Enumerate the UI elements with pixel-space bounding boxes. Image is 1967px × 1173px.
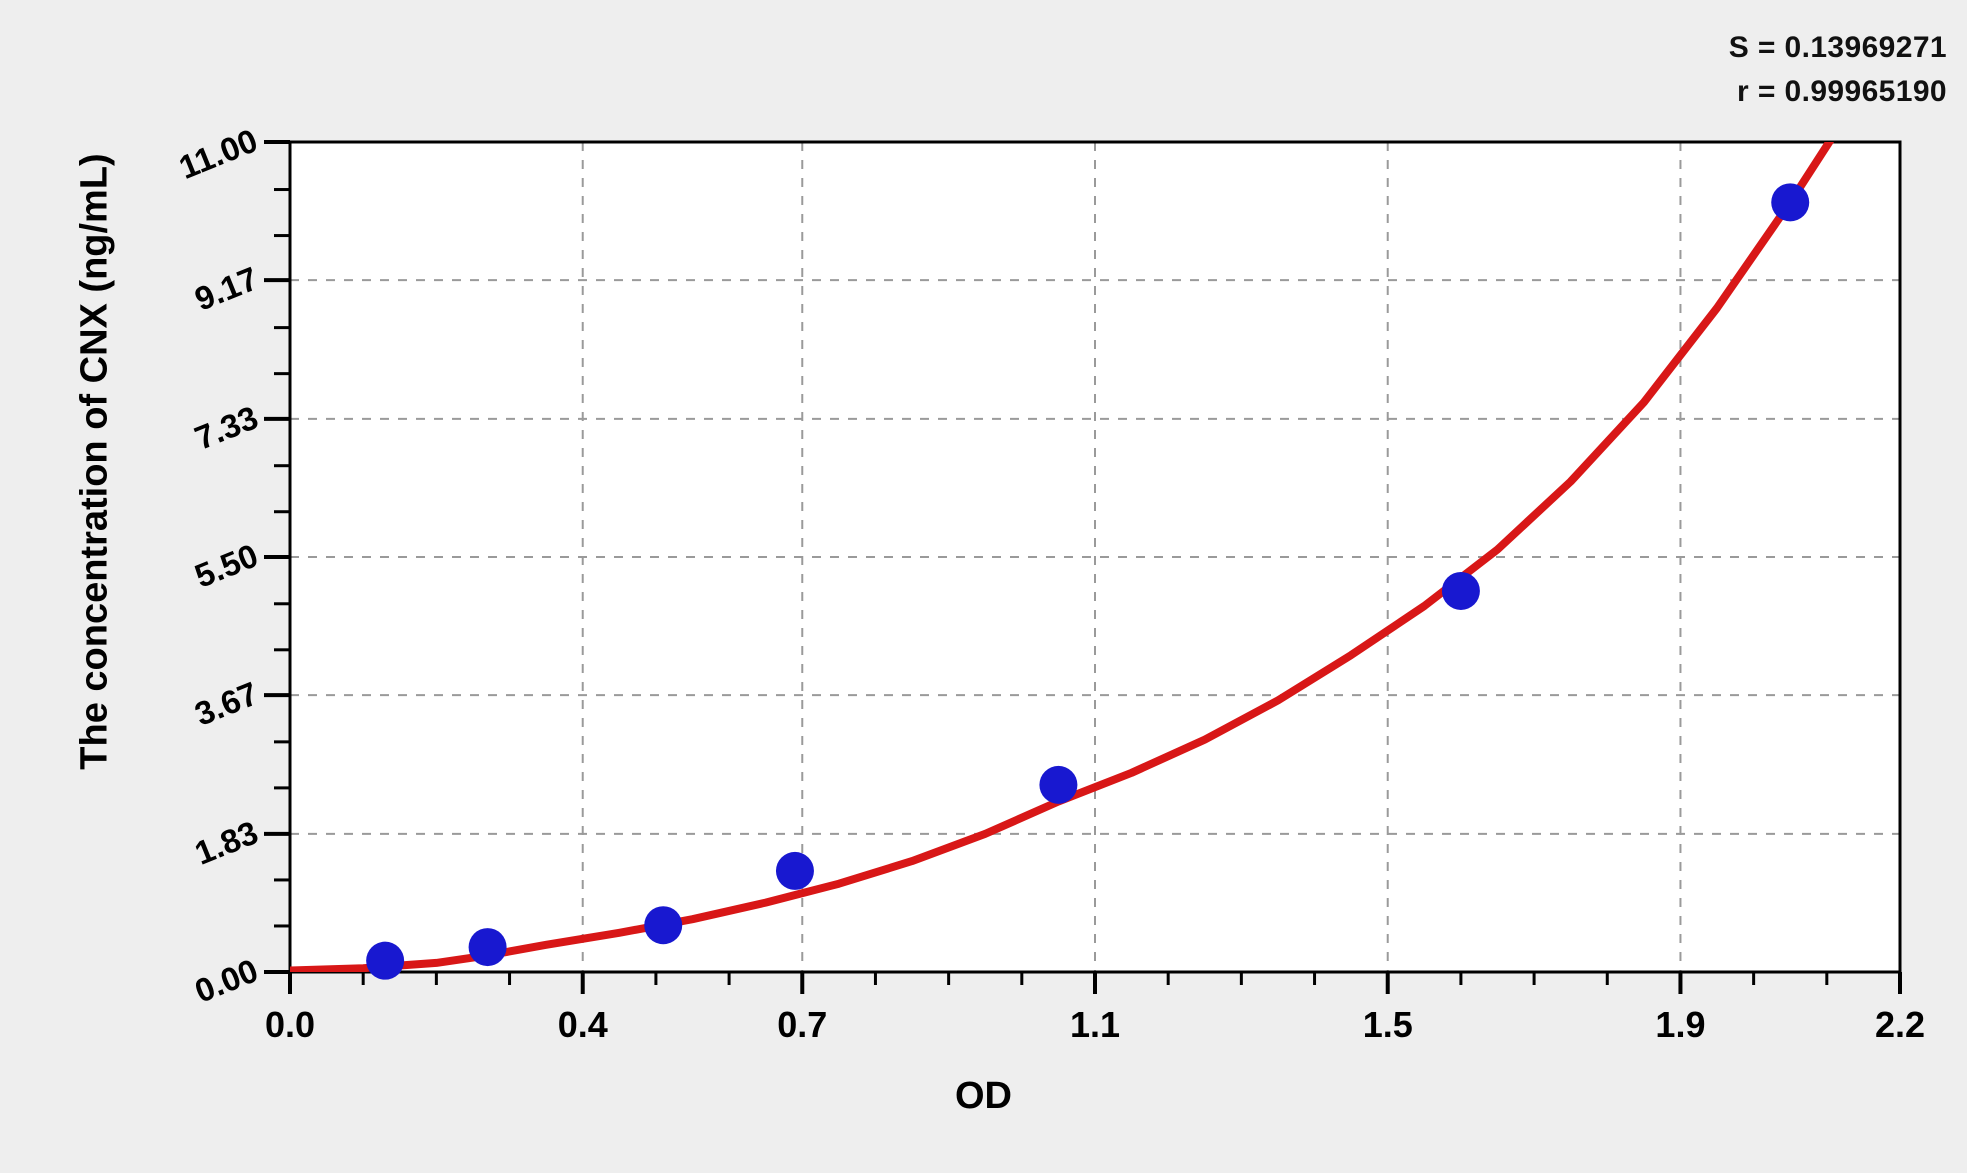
x-tick-label: 1.9 <box>1655 1004 1706 1045</box>
stat-r-value: r = 0.99965190 <box>1737 74 1947 108</box>
fit-statistics: S = 0.13969271 r = 0.99965190 <box>1729 26 1947 113</box>
data-point-marker[interactable] <box>775 851 814 890</box>
data-point-marker[interactable] <box>1441 571 1480 610</box>
x-tick-label: 0.7 <box>777 1004 828 1045</box>
x-axis-title: OD <box>955 1075 1012 1117</box>
x-tick-label: 1.1 <box>1069 1004 1121 1045</box>
data-point-marker[interactable] <box>1039 765 1078 804</box>
x-tick-label: 0.4 <box>557 1004 608 1045</box>
x-tick-label: 1.5 <box>1362 1004 1413 1045</box>
x-tick-label: 2.2 <box>1874 1004 1926 1045</box>
data-point-marker[interactable] <box>468 928 507 967</box>
data-point-marker[interactable] <box>366 941 405 980</box>
stat-s-value: S = 0.13969271 <box>1728 31 1947 64</box>
data-point-marker[interactable] <box>644 906 683 945</box>
x-tick-label: 0.0 <box>264 1004 316 1045</box>
data-point-marker[interactable] <box>1771 183 1810 222</box>
